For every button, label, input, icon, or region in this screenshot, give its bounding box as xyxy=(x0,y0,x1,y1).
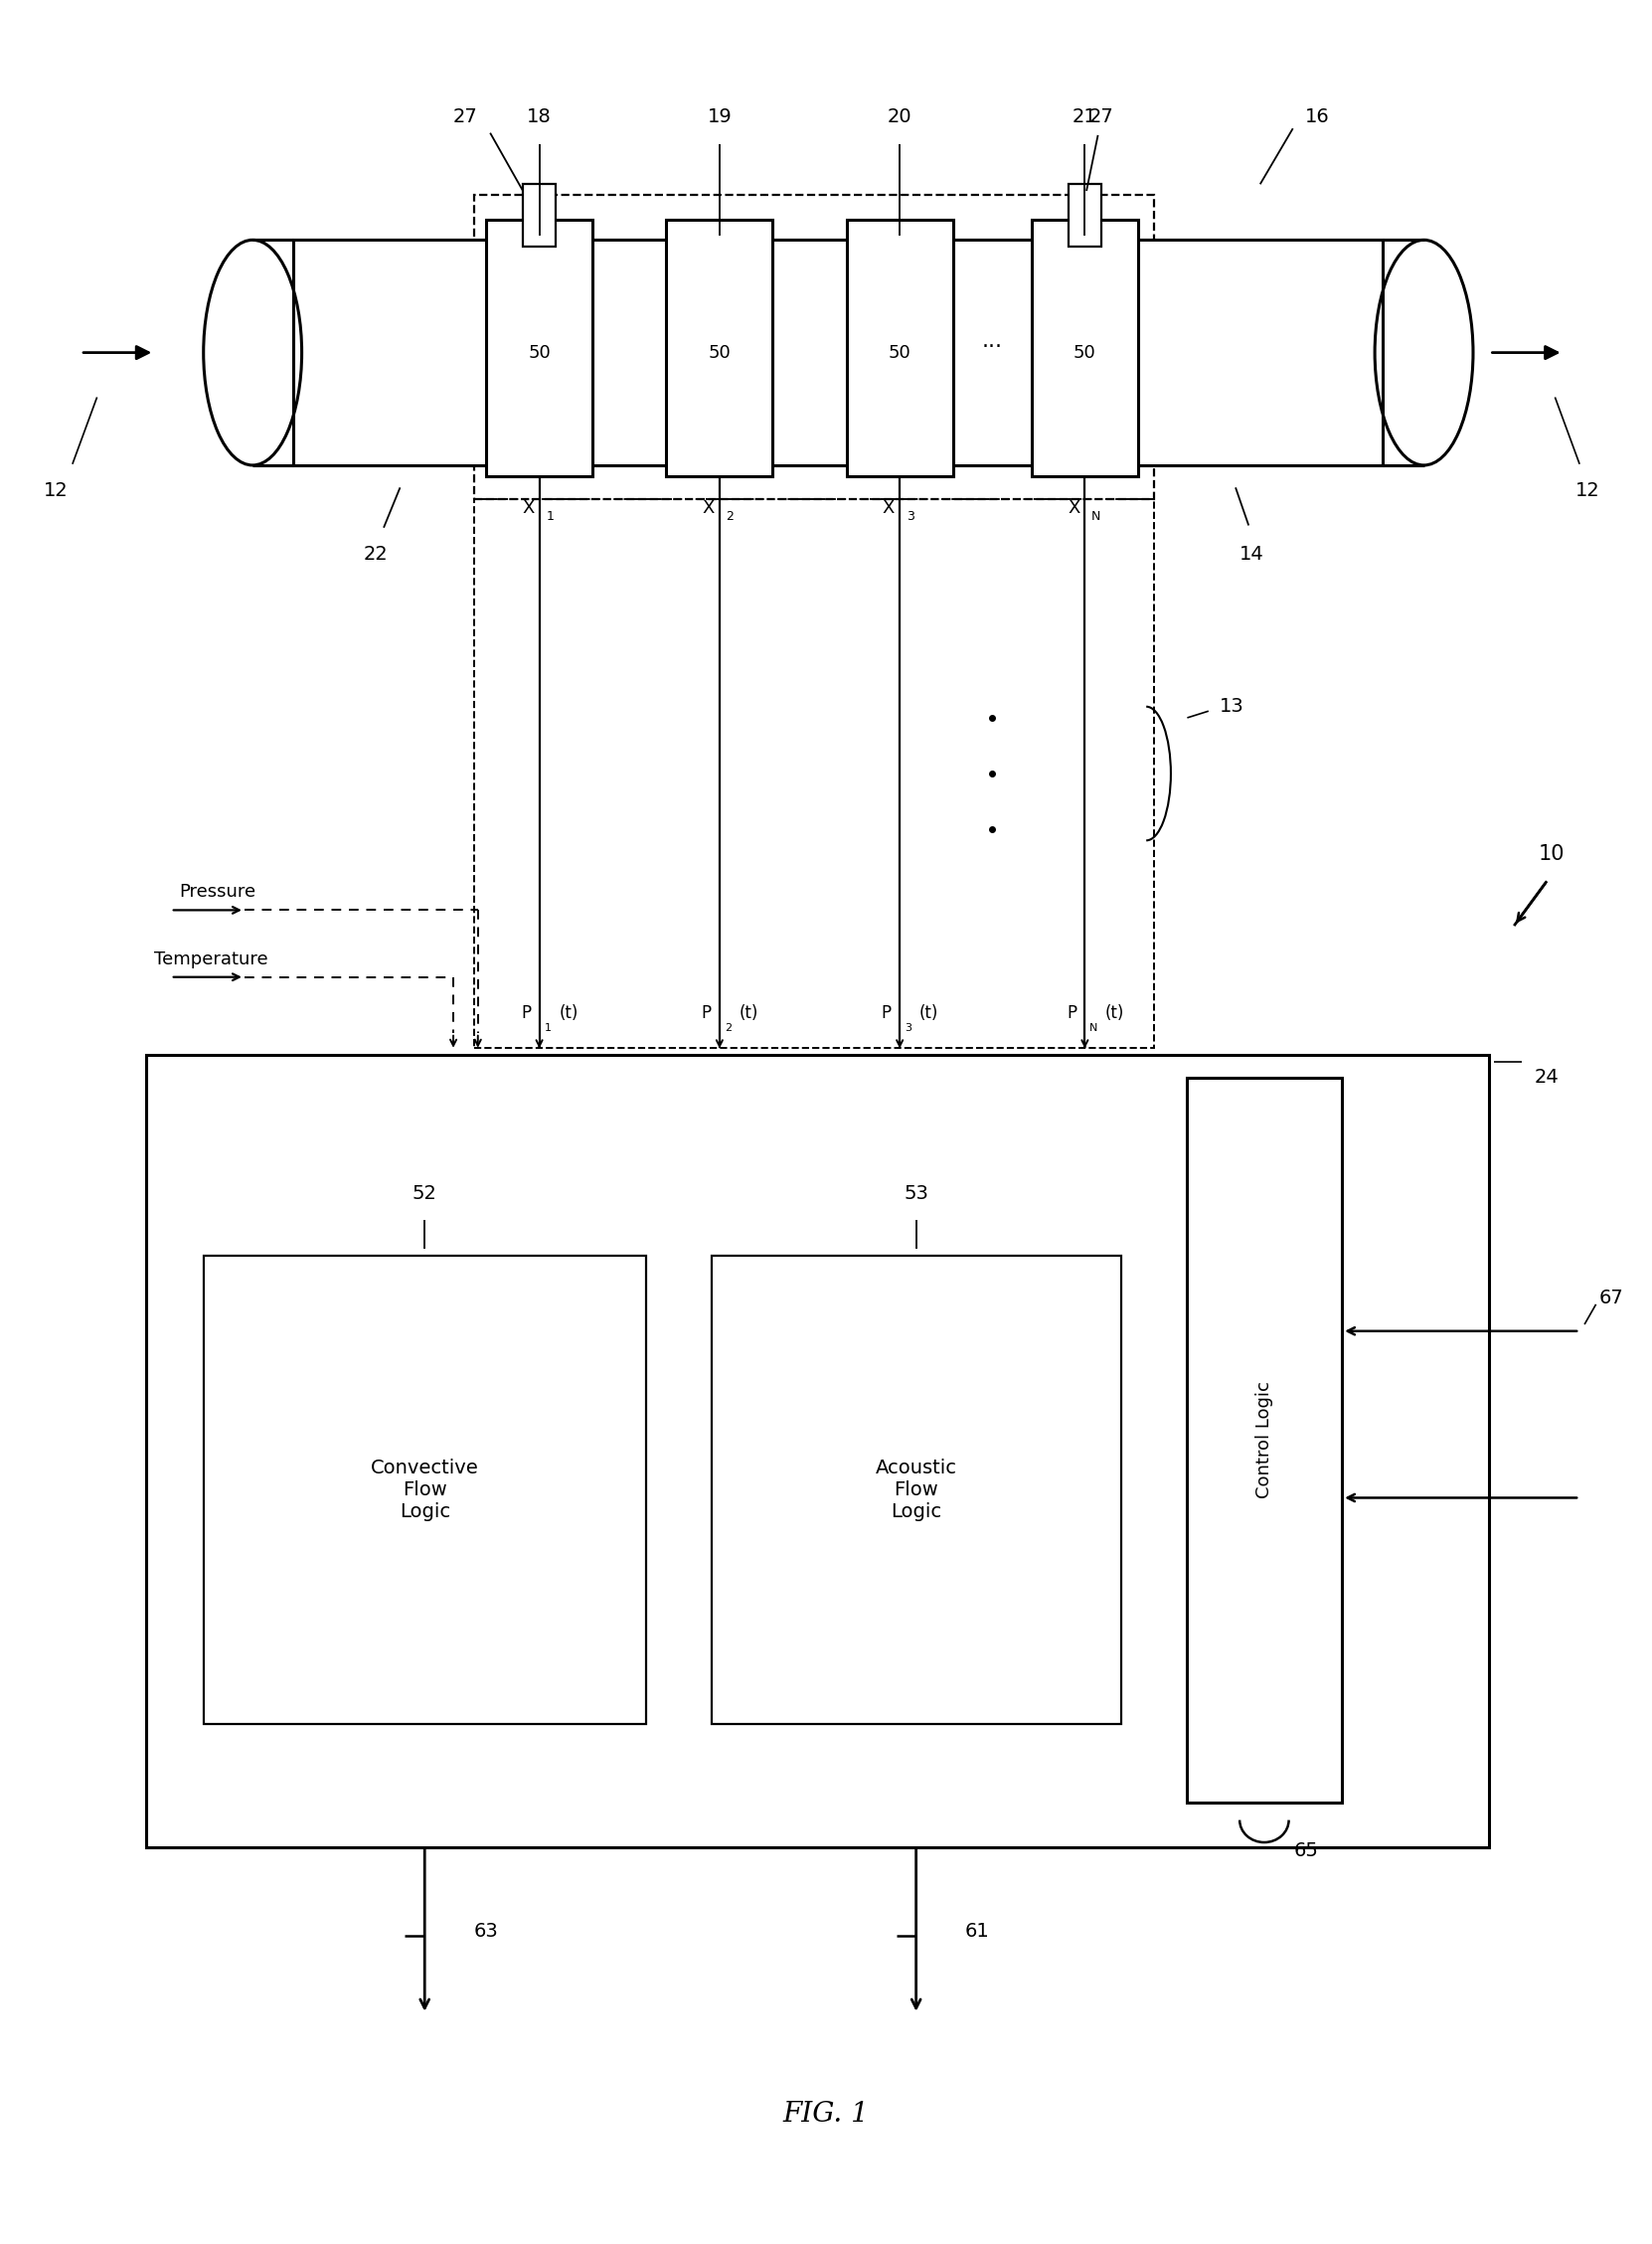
Text: 12: 12 xyxy=(43,482,68,500)
Text: 18: 18 xyxy=(527,108,552,126)
Text: P: P xyxy=(700,1003,712,1021)
Text: X: X xyxy=(882,498,895,516)
Text: N: N xyxy=(1092,509,1100,523)
Text: N: N xyxy=(1090,1023,1099,1032)
Text: 61: 61 xyxy=(965,1923,990,1941)
Text: X: X xyxy=(1067,498,1080,516)
Text: 50: 50 xyxy=(1074,343,1097,361)
Text: ...: ... xyxy=(981,332,1003,352)
Bar xyxy=(712,1257,1120,1723)
Bar xyxy=(203,1257,646,1723)
Text: 16: 16 xyxy=(1305,108,1330,126)
Text: 21: 21 xyxy=(1072,108,1097,126)
Text: Temperature: Temperature xyxy=(154,949,268,967)
Text: 3: 3 xyxy=(905,1023,912,1032)
Text: (t): (t) xyxy=(558,1003,578,1021)
Bar xyxy=(474,498,1155,1048)
Text: 13: 13 xyxy=(1219,698,1244,716)
Text: 27: 27 xyxy=(1089,108,1113,126)
Text: 2: 2 xyxy=(727,509,733,523)
Bar xyxy=(1069,184,1102,247)
Text: 65: 65 xyxy=(1294,1842,1318,1860)
Bar xyxy=(524,184,555,247)
Bar xyxy=(145,1055,1490,1847)
Text: 50: 50 xyxy=(709,343,730,361)
Text: 52: 52 xyxy=(413,1185,438,1203)
Text: 3: 3 xyxy=(907,509,914,523)
Text: Convective
Flow
Logic: Convective Flow Logic xyxy=(370,1459,479,1521)
Text: 24: 24 xyxy=(1535,1068,1559,1086)
Text: 1: 1 xyxy=(544,1023,552,1032)
Text: (t): (t) xyxy=(920,1003,938,1021)
Text: Control Logic: Control Logic xyxy=(1256,1382,1274,1499)
Text: 22: 22 xyxy=(363,545,388,563)
Text: 14: 14 xyxy=(1239,545,1264,563)
Text: FIG. 1: FIG. 1 xyxy=(783,2100,869,2127)
Bar xyxy=(846,220,953,476)
Text: (t): (t) xyxy=(1105,1003,1123,1021)
Text: 1: 1 xyxy=(545,509,553,523)
Text: 20: 20 xyxy=(887,108,912,126)
Text: 2: 2 xyxy=(725,1023,732,1032)
Bar xyxy=(294,240,1383,465)
Text: 10: 10 xyxy=(1538,844,1564,864)
Text: (t): (t) xyxy=(738,1003,758,1021)
Text: Pressure: Pressure xyxy=(178,884,256,902)
Text: X: X xyxy=(522,498,534,516)
Text: X: X xyxy=(702,498,715,516)
Bar xyxy=(474,195,1155,498)
Text: 12: 12 xyxy=(1576,482,1601,500)
Bar xyxy=(1031,220,1138,476)
Text: 19: 19 xyxy=(707,108,732,126)
Bar xyxy=(666,220,773,476)
Text: Acoustic
Flow
Logic: Acoustic Flow Logic xyxy=(876,1459,957,1521)
Text: 27: 27 xyxy=(453,108,477,126)
Text: 67: 67 xyxy=(1599,1288,1624,1306)
Text: 53: 53 xyxy=(904,1185,928,1203)
Text: P: P xyxy=(520,1003,532,1021)
Text: P: P xyxy=(1067,1003,1077,1021)
Text: 50: 50 xyxy=(889,343,910,361)
Text: 50: 50 xyxy=(529,343,550,361)
Bar xyxy=(486,220,593,476)
Text: 63: 63 xyxy=(474,1923,499,1941)
Bar xyxy=(1186,1077,1341,1802)
Text: P: P xyxy=(882,1003,892,1021)
